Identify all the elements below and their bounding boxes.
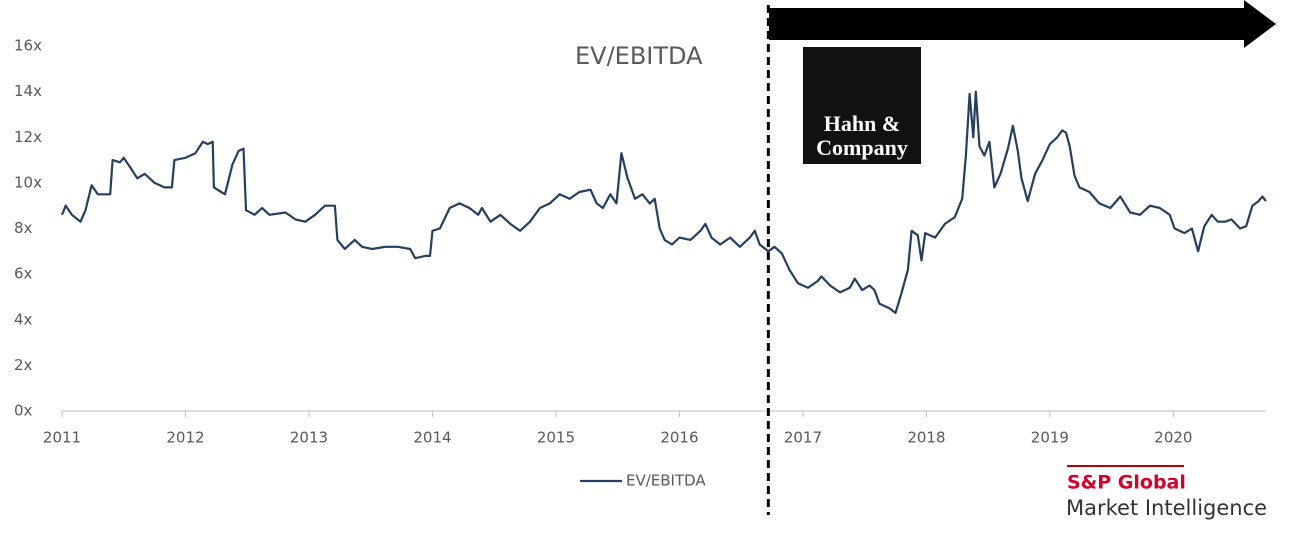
x-tick-label: 2016	[660, 429, 698, 447]
x-tick-label: 2020	[1154, 429, 1192, 447]
y-tick-label: 4x	[14, 310, 33, 328]
hahn-logo-text: Hahn &	[824, 111, 900, 136]
y-tick-label: 0x	[14, 402, 33, 420]
x-tick-label: 2014	[413, 429, 451, 447]
y-tick-label: 16x	[14, 37, 42, 55]
y-tick-label: 12x	[14, 128, 42, 146]
x-tick-label: 2015	[537, 429, 575, 447]
x-tick-label: 2013	[290, 429, 328, 447]
y-tick-label: 14x	[14, 82, 42, 100]
x-tick-label: 2011	[43, 429, 81, 447]
y-tick-label: 10x	[14, 173, 42, 191]
hahn-logo-text: Company	[816, 135, 908, 160]
data-line	[60, 90, 1267, 314]
y-tick-label: 8x	[14, 219, 33, 237]
arrow-head	[1244, 0, 1276, 48]
sp-logo-text: Market Intelligence	[1066, 496, 1267, 520]
hahn-logo	[803, 47, 921, 164]
y-tick-label: 2x	[14, 356, 33, 374]
sp-logo-text: S&P Global	[1067, 472, 1186, 494]
x-tick-label: 2017	[784, 429, 822, 447]
chart-title: EV/EBITDA	[575, 42, 703, 70]
x-tick-label: 2019	[1031, 429, 1069, 447]
x-tick-label: 2018	[907, 429, 945, 447]
arrow-body	[769, 8, 1246, 40]
y-tick-label: 6x	[14, 265, 33, 283]
legend-label: EV/EBITDA	[626, 472, 706, 490]
x-tick-label: 2012	[166, 429, 204, 447]
